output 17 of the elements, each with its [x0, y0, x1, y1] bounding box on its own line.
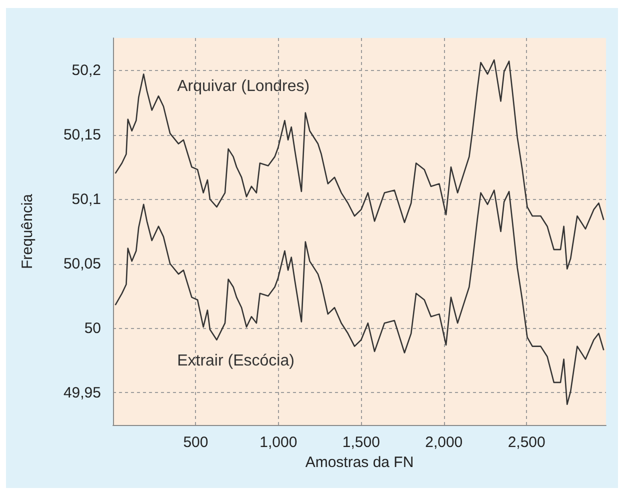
- y-tick-label: 50,15: [63, 126, 101, 144]
- line-series: [114, 190, 604, 406]
- y-tick-label: 50,1: [72, 190, 101, 208]
- x-tick-label: 500: [183, 434, 208, 451]
- y-axis-title: Frequência: [19, 193, 36, 270]
- x-tick-label: 2,000: [425, 434, 463, 451]
- series-label: Extrair (Escócia): [177, 352, 294, 370]
- series-label: Arquivar (Londres): [177, 78, 310, 95]
- x-tick-label: 1,500: [342, 434, 380, 451]
- y-tick-label: 49,95: [63, 384, 101, 402]
- x-tick-label: 1,000: [260, 434, 298, 451]
- y-tick-label: 50,2: [72, 62, 101, 79]
- x-axis-title: Amostras da FN: [305, 454, 414, 471]
- y-tick-label: 50: [84, 320, 101, 337]
- line-series: [114, 59, 604, 270]
- x-tick-label: 2,500: [508, 434, 546, 451]
- y-tick-label: 50,05: [63, 255, 101, 272]
